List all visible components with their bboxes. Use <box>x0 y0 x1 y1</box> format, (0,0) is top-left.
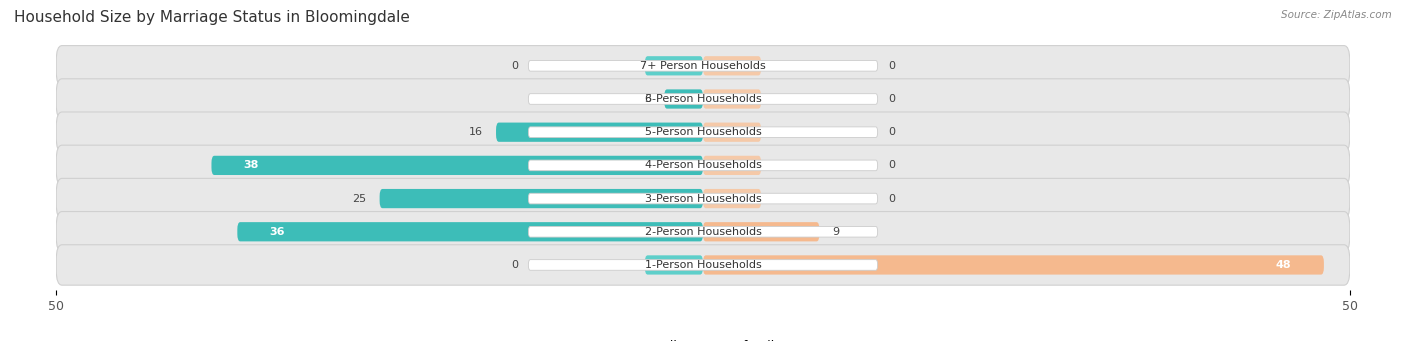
Text: 6-Person Households: 6-Person Households <box>644 94 762 104</box>
Text: 0: 0 <box>889 160 896 170</box>
FancyBboxPatch shape <box>529 260 877 270</box>
Text: 2-Person Households: 2-Person Households <box>644 227 762 237</box>
Text: 3: 3 <box>644 94 651 104</box>
FancyBboxPatch shape <box>703 122 761 142</box>
Text: 0: 0 <box>889 94 896 104</box>
FancyBboxPatch shape <box>703 255 1324 275</box>
FancyBboxPatch shape <box>529 160 877 171</box>
Text: 5-Person Households: 5-Person Households <box>644 127 762 137</box>
Legend: Family, Nonfamily: Family, Nonfamily <box>619 335 787 341</box>
FancyBboxPatch shape <box>529 94 877 104</box>
Text: 4-Person Households: 4-Person Households <box>644 160 762 170</box>
FancyBboxPatch shape <box>664 89 703 109</box>
Text: 0: 0 <box>510 61 517 71</box>
FancyBboxPatch shape <box>703 189 761 208</box>
FancyBboxPatch shape <box>645 255 703 275</box>
FancyBboxPatch shape <box>211 156 703 175</box>
Text: 7+ Person Households: 7+ Person Households <box>640 61 766 71</box>
FancyBboxPatch shape <box>529 127 877 137</box>
Text: Household Size by Marriage Status in Bloomingdale: Household Size by Marriage Status in Blo… <box>14 10 411 25</box>
Text: 48: 48 <box>1275 260 1292 270</box>
FancyBboxPatch shape <box>380 189 703 208</box>
Text: 0: 0 <box>889 61 896 71</box>
Text: 0: 0 <box>510 260 517 270</box>
Text: 3-Person Households: 3-Person Households <box>644 194 762 204</box>
FancyBboxPatch shape <box>56 112 1350 152</box>
Text: 25: 25 <box>353 194 367 204</box>
FancyBboxPatch shape <box>238 222 703 241</box>
FancyBboxPatch shape <box>56 211 1350 252</box>
FancyBboxPatch shape <box>56 79 1350 119</box>
Text: 0: 0 <box>889 127 896 137</box>
Text: 0: 0 <box>889 194 896 204</box>
FancyBboxPatch shape <box>703 222 820 241</box>
FancyBboxPatch shape <box>496 122 703 142</box>
FancyBboxPatch shape <box>703 56 761 75</box>
Text: Source: ZipAtlas.com: Source: ZipAtlas.com <box>1281 10 1392 20</box>
FancyBboxPatch shape <box>56 245 1350 285</box>
FancyBboxPatch shape <box>529 60 877 71</box>
FancyBboxPatch shape <box>56 178 1350 219</box>
FancyBboxPatch shape <box>56 46 1350 86</box>
Text: 16: 16 <box>470 127 484 137</box>
FancyBboxPatch shape <box>529 193 877 204</box>
Text: 9: 9 <box>832 227 839 237</box>
FancyBboxPatch shape <box>703 89 761 109</box>
Text: 36: 36 <box>270 227 285 237</box>
Text: 38: 38 <box>243 160 259 170</box>
FancyBboxPatch shape <box>529 226 877 237</box>
Text: 1-Person Households: 1-Person Households <box>644 260 762 270</box>
FancyBboxPatch shape <box>56 145 1350 186</box>
FancyBboxPatch shape <box>703 156 761 175</box>
FancyBboxPatch shape <box>645 56 703 75</box>
